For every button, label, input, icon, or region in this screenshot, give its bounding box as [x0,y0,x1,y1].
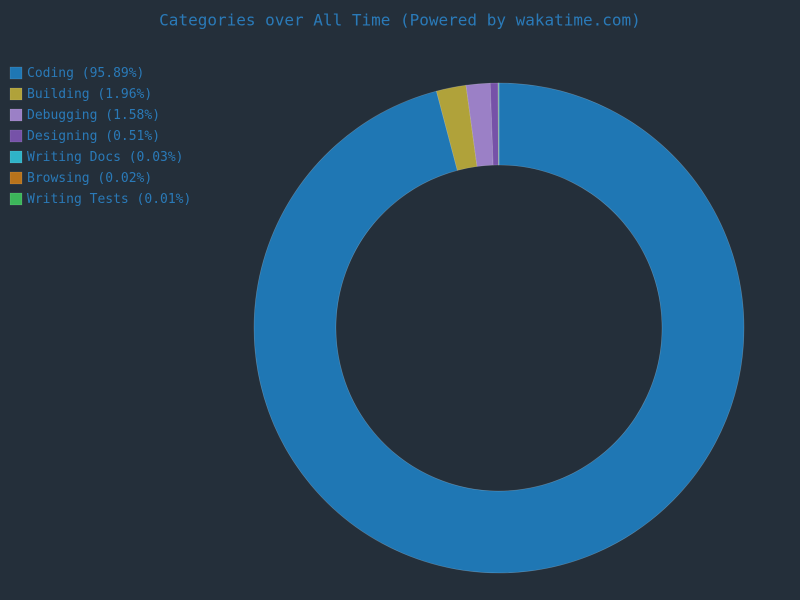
legend-name: Coding [27,66,74,81]
legend-value: (0.01%) [137,192,192,207]
legend-name: Building [27,87,90,102]
legend-name: Browsing [27,171,90,186]
legend-value: (1.58%) [105,108,160,123]
legend-swatch [9,129,23,143]
legend-name: Writing Docs [27,150,121,165]
legend-value: (0.02%) [97,171,152,186]
legend-swatch [9,192,23,206]
legend-swatch [9,108,23,122]
donut-slice [489,82,499,166]
legend-label: Debugging (1.58%) [27,108,160,123]
legend-name: Debugging [27,108,97,123]
legend-swatch [9,87,23,101]
legend-value: (0.51%) [105,129,160,144]
legend-value: (1.96%) [97,87,152,102]
legend-label: Browsing (0.02%) [27,171,152,186]
legend-name: Designing [27,129,97,144]
legend-label: Coding (95.89%) [27,66,144,81]
donut-slice [465,82,494,167]
legend-label: Writing Docs (0.03%) [27,150,184,165]
legend-value: (0.03%) [129,150,184,165]
legend-value: (95.89%) [82,66,145,81]
chart-title: Categories over All Time (Powered by wak… [159,11,641,30]
donut-slice [253,82,745,574]
legend-swatch [9,150,23,164]
legend-swatch [9,66,23,80]
legend-label: Building (1.96%) [27,87,152,102]
legend-name: Writing Tests [27,192,129,207]
donut-slice [436,84,478,171]
legend-label: Writing Tests (0.01%) [27,192,191,207]
legend-swatch [9,171,23,185]
legend-label: Designing (0.51%) [27,129,160,144]
